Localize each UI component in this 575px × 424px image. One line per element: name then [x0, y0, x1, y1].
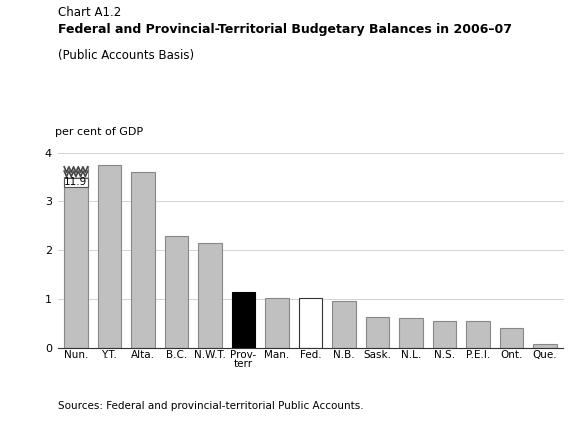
- Bar: [198, 243, 222, 348]
- Bar: [64, 166, 87, 348]
- Bar: [534, 344, 557, 348]
- Text: Federal and Provincial-Territorial Budgetary Balances in 2006–07: Federal and Provincial-Territorial Budge…: [58, 23, 512, 36]
- Bar: [232, 292, 255, 348]
- Bar: [332, 301, 356, 348]
- Bar: [433, 321, 457, 348]
- Bar: [265, 298, 289, 348]
- Bar: [98, 165, 121, 348]
- Text: per cent of GDP: per cent of GDP: [55, 127, 143, 137]
- Text: Chart A1.2: Chart A1.2: [58, 6, 121, 20]
- Bar: [299, 298, 322, 348]
- Bar: [399, 318, 423, 348]
- Bar: [366, 318, 389, 348]
- Text: Sources: Federal and provincial-territorial Public Accounts.: Sources: Federal and provincial-territor…: [58, 401, 363, 411]
- Text: (Public Accounts Basis): (Public Accounts Basis): [58, 49, 194, 62]
- Bar: [164, 236, 188, 348]
- Bar: [466, 321, 490, 348]
- Bar: [131, 172, 155, 348]
- Bar: [64, 178, 87, 187]
- Text: 11.9: 11.9: [64, 177, 87, 187]
- Bar: [500, 328, 523, 348]
- Bar: [64, 166, 87, 177]
